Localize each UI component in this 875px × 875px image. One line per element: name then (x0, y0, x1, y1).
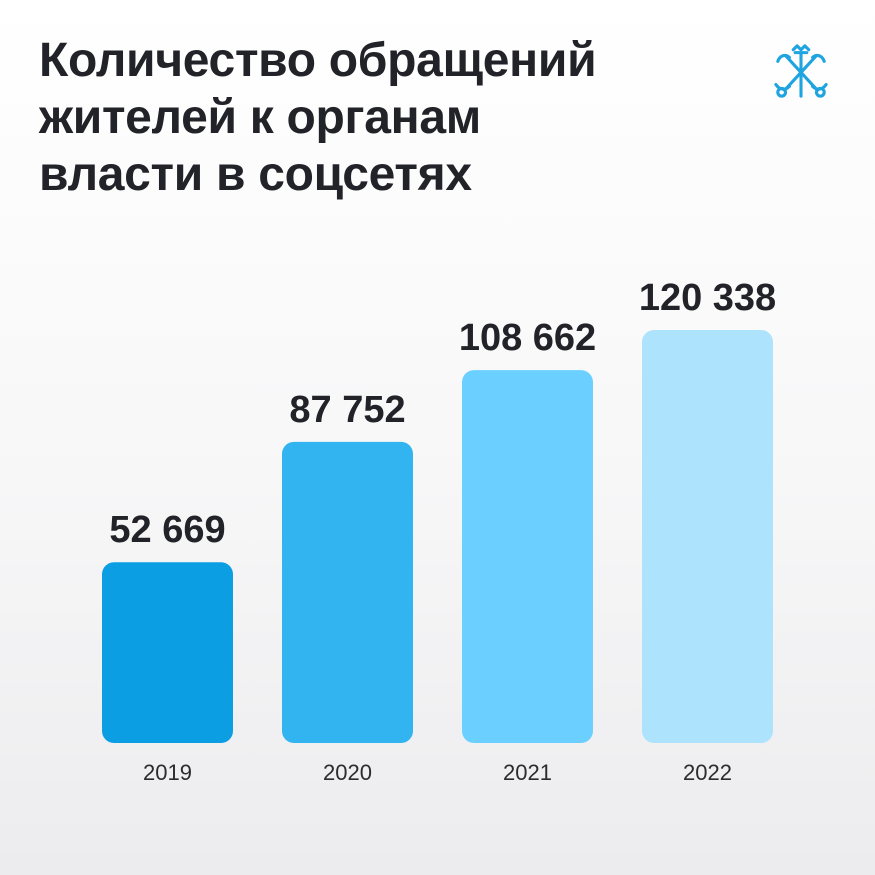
title-line-3: власти в соцсетях (39, 148, 472, 201)
bar-2022 (642, 330, 773, 743)
bar-2020 (282, 441, 413, 743)
category-label-2021: 2021 (503, 760, 552, 785)
value-label-2021: 108 662 (459, 317, 596, 359)
title-line-2: жителей к органам (39, 91, 481, 144)
chart-title: Количество обращений жителей к органам в… (39, 32, 719, 203)
category-label-2020: 2020 (323, 760, 372, 785)
value-label-2022: 120 338 (639, 277, 776, 319)
value-label-2020: 87 752 (289, 389, 405, 431)
bar-2021 (462, 370, 593, 743)
category-label-2019: 2019 (143, 760, 192, 785)
title-line-1: Количество обращений (39, 34, 597, 87)
bar-2019 (102, 562, 233, 743)
emblem-logo-icon (774, 44, 828, 98)
value-label-2019: 52 669 (109, 509, 225, 551)
category-label-2022: 2022 (683, 760, 732, 785)
